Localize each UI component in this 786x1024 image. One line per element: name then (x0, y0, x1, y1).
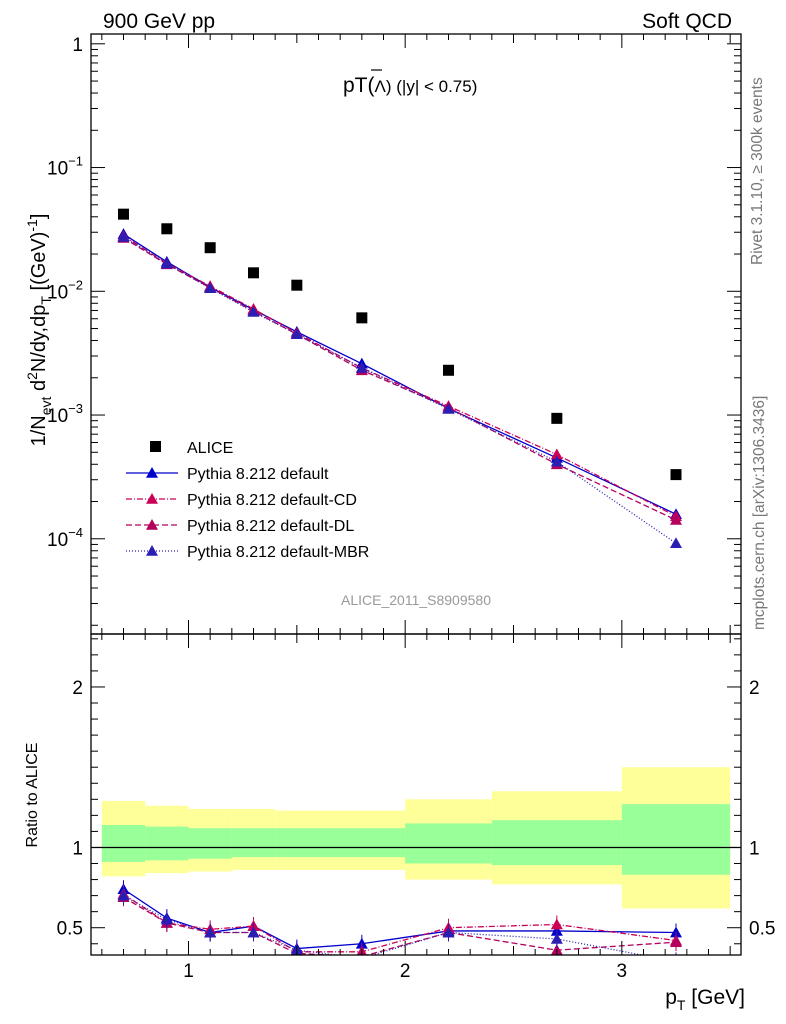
ratio-inner-band (491, 820, 622, 866)
data-point (291, 279, 303, 291)
legend-marker-2 (146, 519, 158, 530)
data-point (356, 312, 368, 324)
series-3-marker (290, 328, 303, 339)
ratio-inner-band (621, 804, 731, 875)
y-axis-label: 1/Nevt d2N/dy,dpT [(GeV)-1] (24, 214, 54, 447)
series-2-marker (670, 513, 682, 525)
legend-marker-3 (146, 545, 158, 556)
data-point (551, 412, 563, 424)
ratio-inner-band (318, 828, 406, 858)
legend: ALICE Pythia 8.212 default Pythia 8.212 de… (126, 440, 369, 561)
lambda-bar-symbol: Λ (375, 77, 387, 96)
analysis-id: ALICE_2011_S8909580 (341, 592, 491, 608)
data-point (670, 469, 682, 481)
series-3-marker (247, 306, 260, 317)
series-3-marker (442, 402, 455, 414)
series-3-marker (670, 537, 682, 549)
ratio-y-tick-label-right: 0.5 (749, 919, 775, 940)
data-point (204, 242, 216, 254)
ratio-inner-band (188, 828, 232, 859)
ratio-1-marker (550, 918, 563, 930)
legend-data-label: ALICE (187, 440, 233, 457)
axes: 1 2 3 1 10−1 10−2 10−3 10−4 0.5 0.5 1 1 2 2 (47, 33, 775, 982)
legend-marker-1 (146, 493, 158, 504)
legend-label-3: Pythia 8.212 default-MBR (187, 544, 369, 561)
x-tick-label: 3 (617, 961, 628, 982)
legend-data-marker (150, 441, 161, 452)
ratio-inner-band (145, 826, 189, 861)
ratio-3-marker (550, 932, 563, 944)
ratio-3-marker (204, 926, 217, 938)
y-tick-label: 10−1 (47, 154, 83, 180)
ratio-line-1 (123, 893, 677, 953)
ratio-2-marker (670, 936, 682, 947)
data-point (248, 267, 259, 279)
legend-label-0: Pythia 8.212 default (187, 466, 329, 483)
plot-title: pT(Λ) (|y| < 0.75) (343, 74, 477, 97)
y-tick-label: 10−2 (47, 277, 83, 303)
ratio-3-marker (160, 913, 173, 925)
y-tick-label: 1 (72, 35, 83, 56)
ratio-3-marker (247, 926, 260, 938)
rivet-label: Rivet 3.1.10, ≥ 300k events (749, 77, 766, 265)
ratio-y-tick-label: 0.5 (57, 919, 83, 940)
ratio-y-axis-label: Ratio to ALICE (24, 743, 41, 848)
x-tick-label: 2 (400, 961, 411, 982)
ratio-3-marker (670, 955, 682, 966)
y-tick-label: 10−3 (47, 401, 83, 427)
energy-label: 900 GeV pp (103, 10, 215, 33)
main-series (117, 208, 682, 549)
category-label: Soft QCD (642, 10, 732, 33)
ratio-y-tick-label: 2 (72, 678, 83, 699)
ratio-inner-band (275, 828, 319, 858)
legend-label-2: Pythia 8.212 default-DL (187, 518, 354, 535)
x-axis-label: pT [GeV] (665, 986, 745, 1013)
x-tick-label: 1 (183, 961, 194, 982)
series-3-marker (550, 455, 563, 467)
ratio-frame (90, 633, 742, 956)
data-point (443, 364, 454, 376)
data-point (118, 208, 129, 220)
ratio-line-0 (123, 888, 677, 950)
ratio-inner-band (231, 828, 276, 858)
ratio-series (117, 880, 682, 966)
ratio-inner-band (405, 823, 492, 864)
legend-marker-0 (146, 467, 158, 478)
ratio-3-marker (442, 926, 455, 938)
data-point (161, 223, 173, 235)
y-tick-label: 10−4 (47, 525, 83, 551)
ratio-line-2 (123, 896, 677, 955)
legend-label-1: Pythia 8.212 default-CD (187, 492, 357, 509)
ratio-y-tick-label: 1 (72, 838, 83, 859)
ratio-y-tick-label-right: 2 (749, 678, 760, 699)
series-1-marker (550, 448, 563, 460)
series-3-marker (355, 361, 368, 373)
source-label: mcplots.cern.ch [arXiv:1306.3436] (751, 396, 768, 630)
series-3-marker (160, 257, 173, 269)
series-3-marker (204, 282, 217, 293)
series-3-marker (117, 230, 130, 242)
ratio-y-tick-label-right: 1 (749, 838, 760, 859)
ratio-3-marker (117, 889, 130, 901)
ratio-bands (91, 767, 741, 909)
ratio-inner-band (101, 824, 146, 862)
